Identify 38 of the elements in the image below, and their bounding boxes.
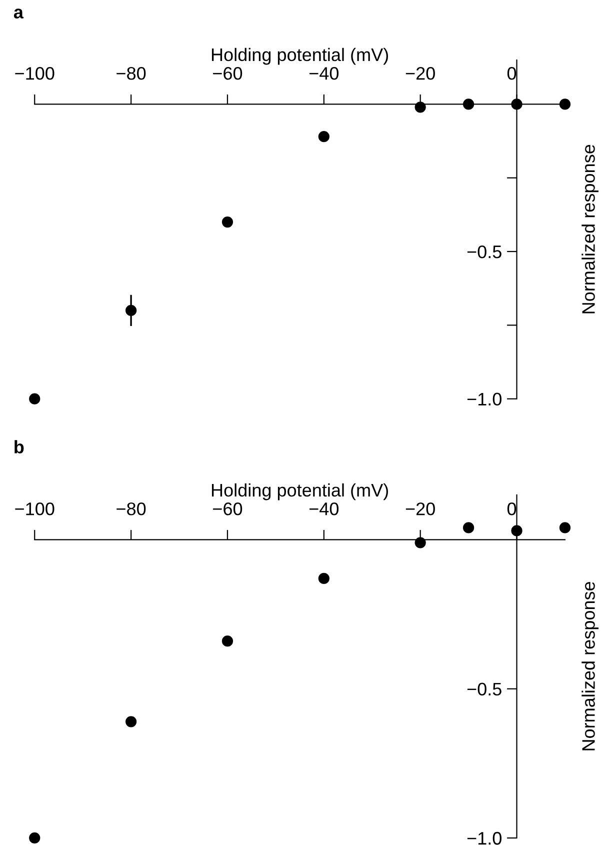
point: [559, 98, 571, 110]
y-tick-label: −0.5: [467, 682, 502, 696]
y-axis-title: Normalized response: [582, 144, 598, 314]
y-tick-label: −0.5: [467, 245, 502, 258]
point: [318, 572, 330, 584]
x-tick-label: −40: [309, 502, 339, 516]
x-tick-label: −100: [15, 67, 54, 80]
x-tick-label: −80: [116, 67, 146, 80]
point: [511, 525, 522, 536]
point: [29, 832, 40, 844]
point: [318, 131, 330, 142]
x-tick-label: −60: [213, 502, 242, 516]
point: [559, 522, 571, 534]
x-tick-label: −40: [309, 67, 339, 80]
chart-title: b: [14, 440, 24, 454]
chart-title: a: [14, 8, 24, 19]
point: [222, 216, 234, 228]
x-tick-label: −20: [406, 502, 435, 516]
x-tick-label: −60: [213, 67, 242, 80]
x-tick-label: −100: [15, 502, 54, 516]
x-axis-title: Holding potential (mV): [212, 48, 388, 65]
x-axis-title: Holding potential (mV): [212, 483, 388, 500]
y-axis-title: Normalized response: [582, 582, 598, 750]
point: [29, 393, 40, 404]
point: [462, 98, 474, 110]
point: [222, 636, 234, 647]
x-tick-label: 0: [507, 502, 516, 516]
point: [414, 537, 426, 548]
point: [511, 98, 522, 110]
x-tick-label: 0: [507, 67, 516, 80]
point: [462, 522, 474, 534]
point: [125, 304, 137, 316]
point: [125, 716, 137, 728]
x-tick-label: −20: [406, 67, 435, 80]
point: [414, 102, 426, 113]
y-tick-label: −1.0: [467, 392, 502, 406]
y-tick-label: −1.0: [467, 832, 502, 845]
x-tick-label: −80: [116, 502, 146, 516]
